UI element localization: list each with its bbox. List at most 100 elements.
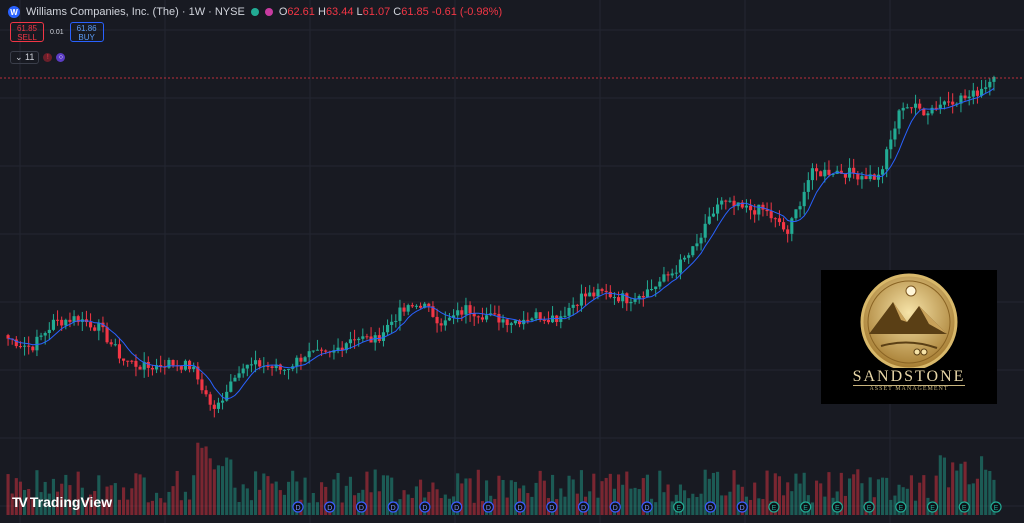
candle-body xyxy=(588,292,592,297)
volume-bar xyxy=(794,473,798,515)
event-marker-label: E xyxy=(898,505,903,512)
volume-bar xyxy=(311,492,315,515)
candle-body xyxy=(447,317,451,321)
candle-body xyxy=(720,200,724,205)
volume-bar xyxy=(604,477,608,515)
candle-body xyxy=(984,87,988,89)
candle-body xyxy=(126,360,130,362)
candle-body xyxy=(905,107,909,109)
volume-bar xyxy=(810,502,814,515)
volume-bar xyxy=(122,487,126,515)
volume-bar xyxy=(951,462,955,515)
volume-bar xyxy=(460,483,464,515)
event-marker-label: E xyxy=(994,505,999,512)
event-marker-label: E xyxy=(835,505,840,512)
volume-bar xyxy=(336,472,340,515)
tradingview-mark-icon: TV xyxy=(12,494,28,510)
sandstone-ad[interactable]: SANDSTONE ASSET MANAGEMENT xyxy=(821,270,997,404)
candle-body xyxy=(938,104,942,109)
candle-body xyxy=(472,313,476,317)
volume-bar xyxy=(163,502,167,515)
candle-body xyxy=(159,365,163,367)
alert-icon[interactable]: ! xyxy=(43,53,53,62)
earnings-marker xyxy=(768,501,780,513)
tradingview-logo[interactable]: TV TradingView xyxy=(12,494,113,510)
candle-body xyxy=(815,168,819,172)
sell-button[interactable]: 61.85 SELL xyxy=(10,22,44,42)
indicators-toggle[interactable]: ⌄ 11 xyxy=(10,51,40,64)
volume-bar xyxy=(934,475,938,515)
volume-bar xyxy=(984,469,988,515)
volume-bar xyxy=(645,474,649,515)
candle-body xyxy=(497,313,501,323)
volume-bar xyxy=(716,471,720,515)
ad-divider xyxy=(853,385,965,386)
volume-bar xyxy=(398,499,402,515)
volume-bar xyxy=(315,502,319,515)
volume-bar xyxy=(720,495,724,515)
volume-bar xyxy=(905,488,909,515)
volume-bar xyxy=(815,480,819,515)
candle-body xyxy=(872,174,876,180)
candle-body xyxy=(617,297,621,302)
volume-bar xyxy=(274,481,278,515)
candle-body xyxy=(654,286,658,290)
event-marker-label: D xyxy=(486,505,491,512)
volume-bar xyxy=(782,495,786,515)
volume-bar xyxy=(728,491,732,515)
candle-body xyxy=(810,168,814,181)
volume-bar xyxy=(971,483,975,515)
volume-bar xyxy=(476,469,480,515)
candle-body xyxy=(56,319,60,321)
candle-body xyxy=(777,218,781,223)
volume-bar xyxy=(909,475,913,515)
candle-body xyxy=(47,329,51,333)
volume-bar xyxy=(365,471,369,515)
symbol-title[interactable]: Williams Companies, Inc. (The) · 1W · NY… xyxy=(26,6,245,18)
volume-bar xyxy=(662,492,666,515)
event-marker-label: D xyxy=(581,505,586,512)
symbol-logo[interactable]: W xyxy=(8,6,20,18)
candle-body xyxy=(513,320,517,324)
volume-bar xyxy=(868,477,872,515)
candle-body xyxy=(443,320,447,326)
volume-bar xyxy=(695,496,699,515)
candle-body xyxy=(390,321,394,325)
market-status-icon[interactable] xyxy=(250,8,259,16)
data-status-icon[interactable] xyxy=(264,8,273,16)
candle-body xyxy=(303,357,307,362)
volume-bar xyxy=(571,479,575,515)
volume-bar xyxy=(348,476,352,515)
earnings-marker xyxy=(895,501,907,513)
volume-bar xyxy=(802,472,806,515)
volume-bar xyxy=(860,483,864,515)
candle-body xyxy=(464,305,468,315)
settings-icon[interactable]: ○ xyxy=(56,53,66,62)
volume-bar xyxy=(678,484,682,515)
volume-bar xyxy=(134,473,138,515)
candle-body xyxy=(934,107,938,109)
volume-bar xyxy=(897,484,901,515)
candle-body xyxy=(798,206,802,210)
candle-body xyxy=(427,303,431,307)
candle-body xyxy=(336,347,340,351)
spread-value: 0.01 xyxy=(50,28,64,36)
candle-body xyxy=(592,292,596,297)
candle-body xyxy=(575,304,579,306)
volume-bar xyxy=(786,482,790,515)
volume-bar xyxy=(155,492,159,515)
buy-button[interactable]: 61.86 BUY xyxy=(69,22,104,42)
trade-panel: 61.85 SELL 0.01 61.86 BUY xyxy=(10,22,104,42)
volume-bar xyxy=(23,490,27,515)
volume-bar xyxy=(97,475,101,515)
volume-bar xyxy=(472,502,476,515)
candle-body xyxy=(64,319,68,326)
earnings-marker xyxy=(673,501,685,513)
candle-body xyxy=(761,204,765,210)
volume-bar xyxy=(505,497,509,515)
volume-bar xyxy=(307,502,311,515)
candle-body xyxy=(357,338,361,341)
earnings-marker xyxy=(863,501,875,513)
candle-body xyxy=(728,200,732,202)
